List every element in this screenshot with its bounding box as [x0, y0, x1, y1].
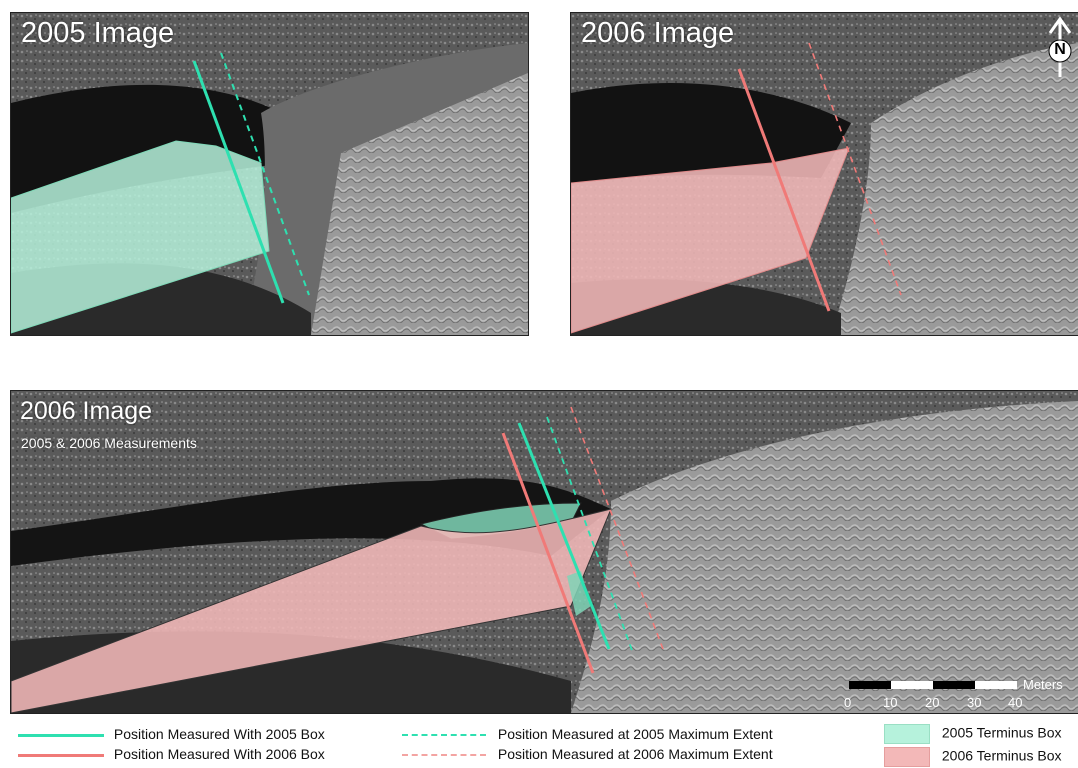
legend-label: Position Measured With 2005 Box — [113, 726, 325, 742]
line-2005-max-extent — [546, 416, 634, 654]
line-2005-box — [192, 60, 285, 304]
map-2005 — [11, 13, 528, 335]
panel-title: 2005 Image — [21, 17, 175, 49]
scale-tick: 40 — [1008, 695, 1023, 710]
line-2006-box — [737, 68, 831, 312]
map-2006 — [571, 13, 1078, 335]
legend-item-2006-terminus: 2006 Terminus Box — [884, 747, 1061, 767]
riverbed-ripples — [831, 43, 1078, 335]
scale-bar — [849, 681, 1017, 689]
line-2005-max-extent — [220, 52, 310, 296]
legend-item-2005-terminus: 2005 Terminus Box — [884, 724, 1061, 744]
legend-label: Position Measured at 2005 Maximum Extent — [497, 726, 773, 742]
legend-label: 2006 Terminus Box — [941, 747, 1062, 764]
panel-title: 2006 Image — [20, 397, 153, 425]
legend-item-2005-box: Position Measured With 2005 Box — [18, 726, 325, 742]
legend-label: Position Measured With 2006 Box — [113, 746, 325, 762]
panel-combined-measurements: 2006 Image 2005 & 2006 Measurements Mete… — [10, 390, 1078, 714]
terminus-box-2006 — [11, 508, 612, 713]
riverbed-ripples — [311, 73, 528, 335]
line-2005-box — [517, 422, 611, 650]
panel-subtitle: 2005 & 2006 Measurements — [21, 435, 197, 451]
scale-tick: 0 — [844, 695, 852, 710]
scale-tick: 30 — [967, 695, 982, 710]
riverbed-ripples — [571, 401, 1078, 713]
map-combined — [11, 391, 1078, 713]
dashed-line-swatch — [402, 734, 486, 737]
legend-item-2006-max: Position Measured at 2006 Maximum Extent — [402, 746, 773, 762]
solid-line-swatch — [18, 753, 104, 757]
scale-tick: 10 — [883, 695, 898, 710]
panel-2005-image: 2005 Image — [10, 12, 529, 336]
fill-swatch — [884, 724, 930, 744]
legend-label: 2005 Terminus Box — [941, 724, 1062, 741]
panel-2006-image: 2006 Image N — [570, 12, 1078, 336]
dashed-line-swatch — [402, 754, 486, 757]
line-2006-max-extent — [808, 42, 902, 296]
terminus-box-2005-fragment — [567, 571, 591, 616]
panel-title: 2006 Image — [581, 17, 735, 49]
legend-label: Position Measured at 2006 Maximum Extent — [497, 746, 773, 762]
terminus-box-2006 — [571, 147, 850, 334]
north-arrow-icon: N — [1046, 15, 1074, 79]
legend: Position Measured With 2005 Box Position… — [0, 720, 1078, 768]
legend-item-2006-box: Position Measured With 2006 Box — [18, 746, 325, 762]
legend-item-2005-max: Position Measured at 2005 Maximum Extent — [402, 726, 773, 742]
line-2006-box — [501, 432, 595, 674]
fill-swatch — [884, 747, 930, 767]
solid-line-swatch — [18, 733, 104, 737]
scale-unit: Meters — [1023, 677, 1063, 692]
north-letter: N — [1054, 41, 1066, 58]
scale-tick: 20 — [925, 695, 940, 710]
terminus-box-2005 — [11, 140, 270, 334]
canyon-shadow — [571, 83, 851, 183]
canyon-shadow — [11, 478, 611, 566]
